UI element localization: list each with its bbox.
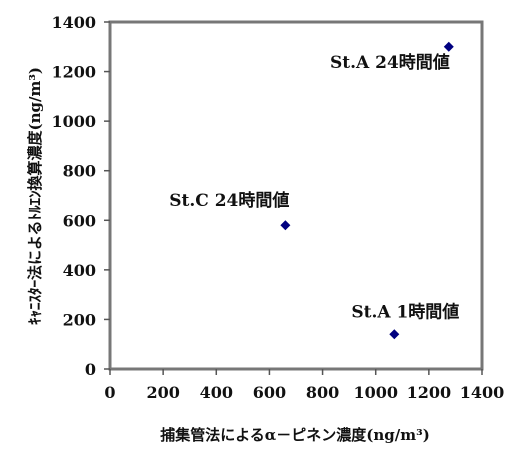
y-tick-label: 1200 xyxy=(51,63,96,82)
data-point xyxy=(389,329,400,340)
y-tick-label: 1000 xyxy=(51,112,96,131)
y-tick-label: 400 xyxy=(63,261,96,280)
y-tick-label: 200 xyxy=(63,310,96,329)
point-label: St.A 1時間値 xyxy=(351,301,459,322)
data-point xyxy=(280,220,291,231)
plot-frame xyxy=(108,20,484,371)
x-axis-ticks: 0 200 400 600 800 1000 1200 1400 xyxy=(104,369,504,402)
x-tick-label: 400 xyxy=(200,383,233,402)
x-tick-label: 1000 xyxy=(353,383,398,402)
data-point xyxy=(443,41,454,52)
y-tick-label: 600 xyxy=(63,211,96,230)
y-tick-label: 0 xyxy=(85,360,96,379)
point-label: St.A 24時間値 xyxy=(330,52,450,73)
y-tick-label: 800 xyxy=(63,162,96,181)
x-tick-label: 200 xyxy=(146,383,179,402)
x-tick-label: 800 xyxy=(306,383,339,402)
x-tick-label: 600 xyxy=(253,383,286,402)
data-points xyxy=(280,41,454,340)
x-tick-label: 0 xyxy=(104,383,115,402)
y-axis-title: ｷｬﾆｽﾀｰ法によるﾄﾙｴﾝ換算濃度(ng/m³) xyxy=(26,67,44,325)
point-annotations: St.A 24時間値 St.C 24時間値 St.A 1時間値 xyxy=(169,52,459,323)
y-tick-label: 1400 xyxy=(51,13,96,32)
x-axis-title: 捕集管法によるα－ピネン濃度(ng/m³) xyxy=(160,426,430,444)
point-label: St.C 24時間値 xyxy=(169,190,289,211)
y-axis-ticks: 0 200 400 600 800 1000 1200 1400 xyxy=(51,13,110,379)
x-tick-label: 1400 xyxy=(460,383,505,402)
x-tick-label: 1200 xyxy=(407,383,452,402)
